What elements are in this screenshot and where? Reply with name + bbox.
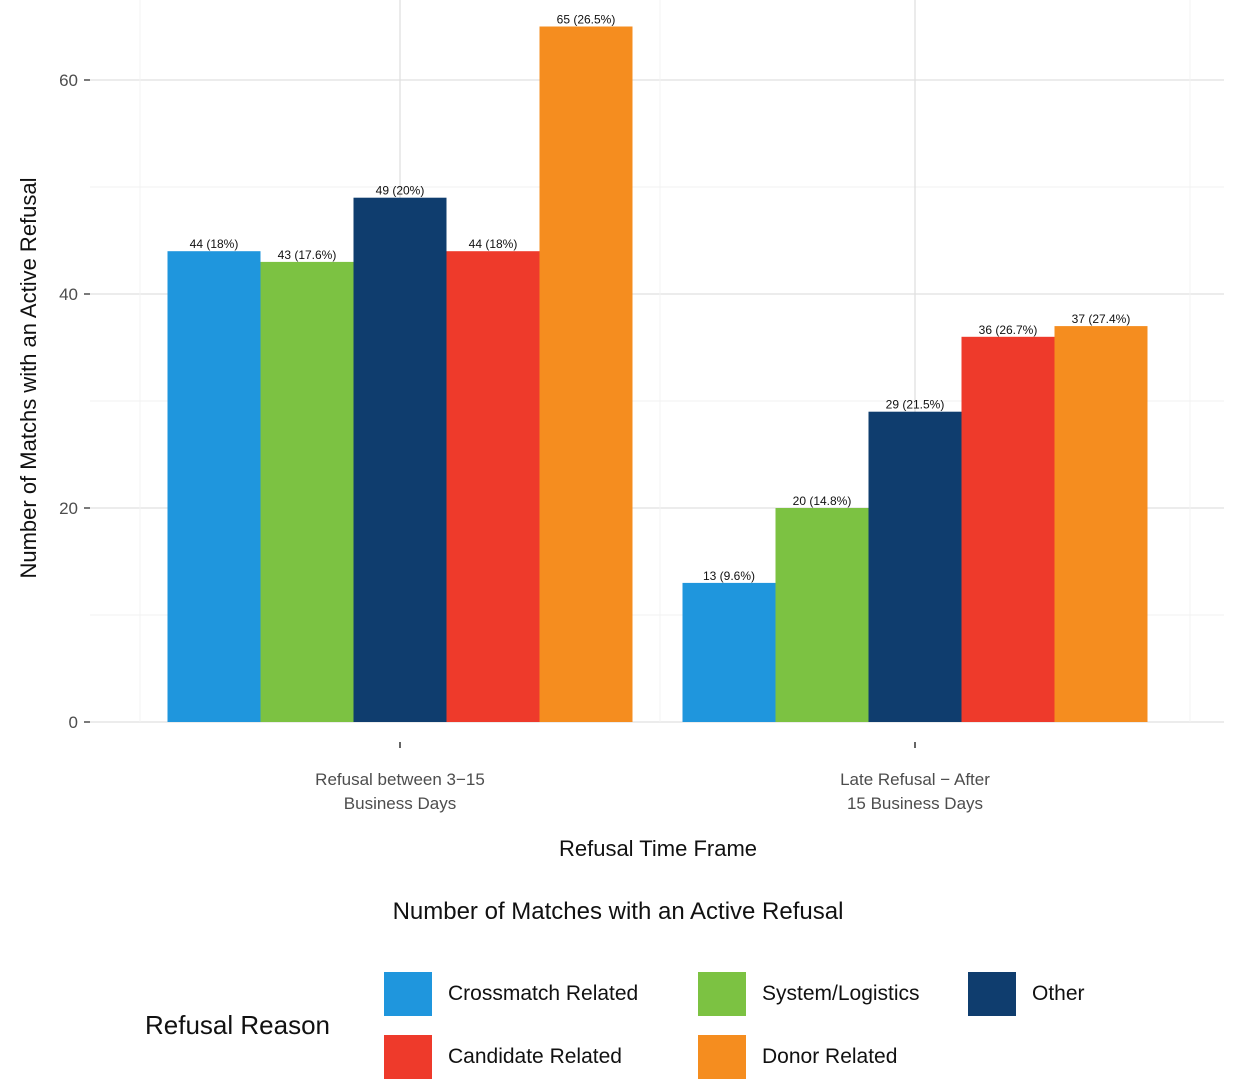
bar-donor-related: [539, 26, 633, 722]
data-label: 20 (14.8%): [793, 494, 852, 508]
legend-swatch: [384, 1035, 432, 1079]
legend-item-other: Other: [968, 972, 1085, 1016]
legend-item-system-logistics: System/Logistics: [698, 972, 920, 1016]
chart-caption: Number of Matches with an Active Refusal: [392, 898, 844, 925]
legend-swatch: [384, 972, 432, 1016]
bar-candidate-related: [961, 336, 1055, 722]
legend-label: System/Logistics: [762, 982, 920, 1005]
data-label: 44 (18%): [469, 237, 518, 251]
data-label: 65 (26.5%): [557, 13, 616, 27]
bar-donor-related: [1054, 326, 1148, 722]
y-tick-label: 20: [59, 499, 78, 518]
y-tick-label: 0: [69, 713, 78, 732]
data-label: 37 (27.4%): [1072, 312, 1131, 326]
bar-other: [353, 197, 447, 722]
x-category-label: Refusal between 3−15: [315, 770, 485, 789]
data-labels: 44 (18%) 13 (9.6%) 43 (17.6%) 20 (14.8%) 49 …: [190, 13, 1131, 583]
data-label: 43 (17.6%): [278, 248, 337, 262]
axes: 0 20 40 60 Refusal between 3−15 Business Days…: [59, 71, 990, 813]
data-label: 44 (18%): [190, 237, 239, 251]
legend-label: Other: [1032, 982, 1085, 1005]
legend-label: Donor Related: [762, 1045, 898, 1068]
legend-swatch: [698, 1035, 746, 1079]
legend-item-crossmatch-related: Crossmatch Related: [384, 972, 638, 1016]
bar-crossmatch-related: [682, 582, 776, 722]
bars: [167, 26, 1148, 722]
bar-chart: 44 (18%) 13 (9.6%) 43 (17.6%) 20 (14.8%) 49 …: [16, 0, 1224, 861]
legend-item-candidate-related: Candidate Related: [384, 1035, 622, 1079]
legend-title: Refusal Reason: [145, 1010, 330, 1040]
y-tick-label: 40: [59, 285, 78, 304]
legend-item-donor-related: Donor Related: [698, 1035, 897, 1079]
x-category-label: Late Refusal − After: [840, 770, 990, 789]
data-label: 49 (20%): [376, 184, 425, 198]
y-tick-label: 60: [59, 71, 78, 90]
bar-candidate-related: [446, 251, 540, 722]
legend-label: Candidate Related: [448, 1045, 622, 1068]
legend-label: Crossmatch Related: [448, 982, 639, 1005]
legend-swatch: [968, 972, 1016, 1016]
bar-other: [868, 411, 962, 722]
bar-system-logistics: [260, 261, 354, 722]
x-category-label: Business Days: [344, 794, 456, 813]
x-category-label: 15 Business Days: [847, 794, 983, 813]
bar-system-logistics: [775, 508, 869, 722]
legend-swatch: [698, 972, 746, 1016]
data-label: 36 (26.7%): [979, 323, 1038, 337]
y-axis-title: Number of Matchs with an Active Refusal: [16, 177, 41, 578]
bar-crossmatch-related: [167, 251, 261, 722]
data-label: 29 (21.5%): [886, 398, 945, 412]
x-axis-title: Refusal Time Frame: [559, 836, 757, 861]
data-label: 13 (9.6%): [703, 569, 755, 583]
